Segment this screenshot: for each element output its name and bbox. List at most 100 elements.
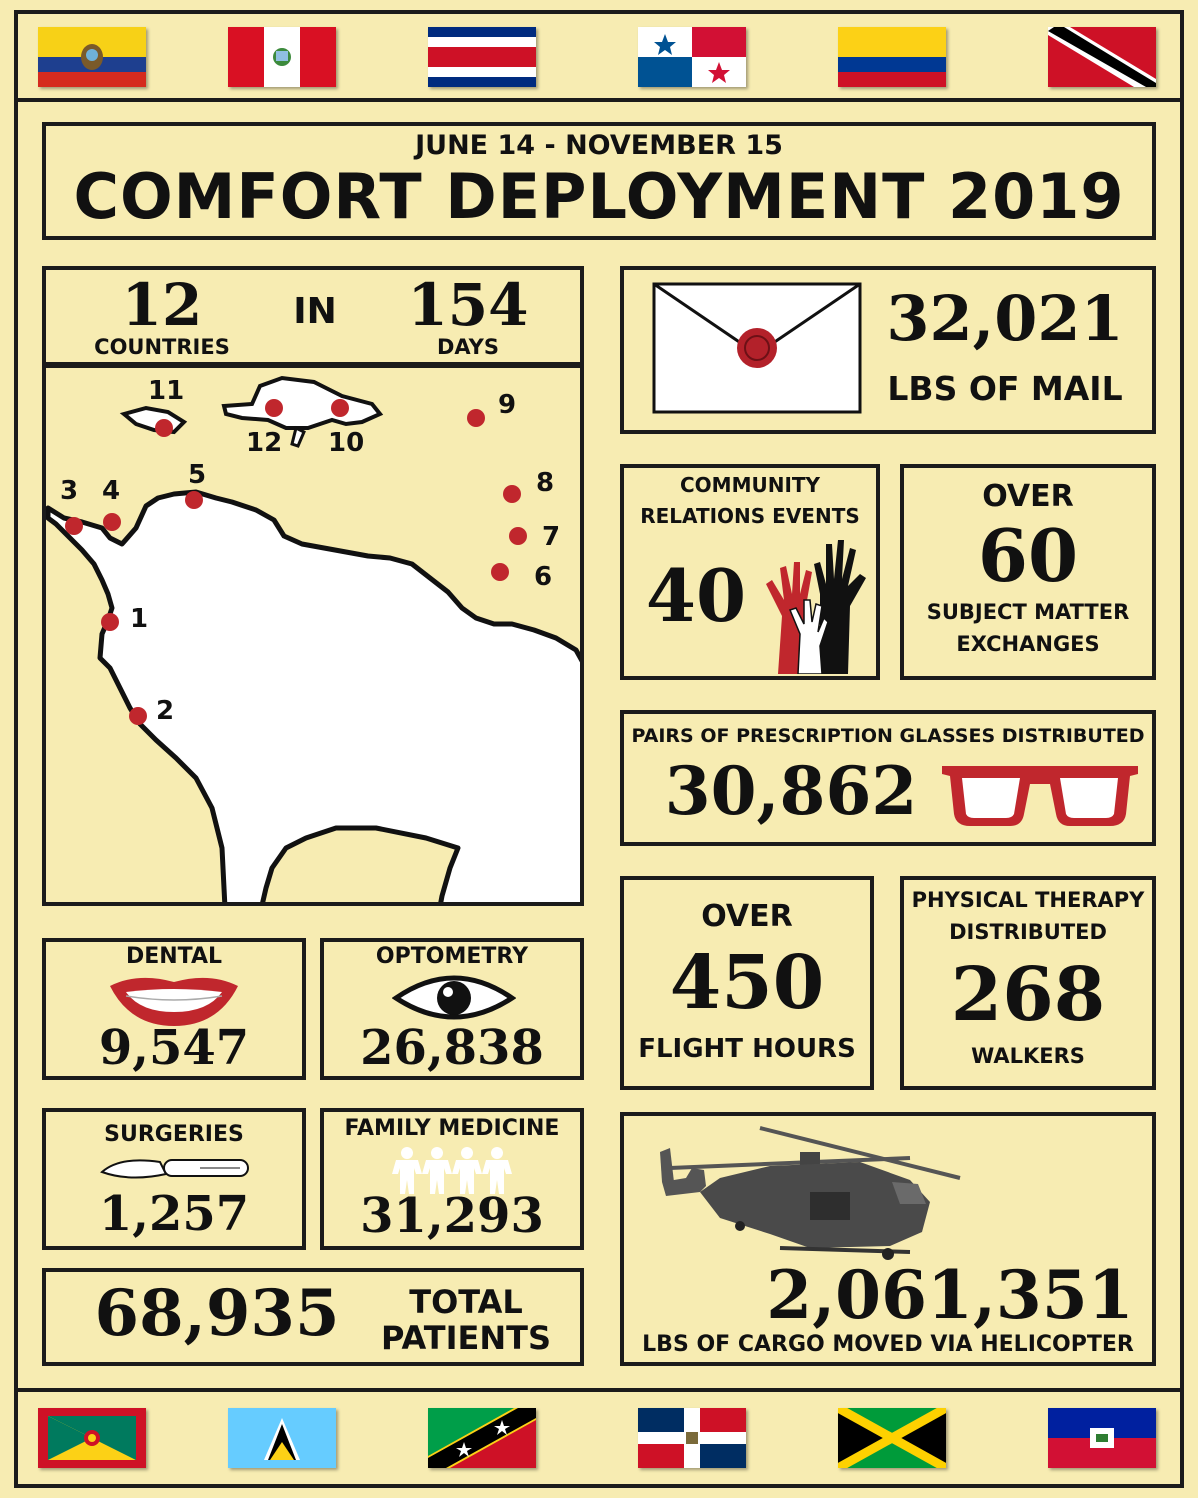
stop-label-5: 5 bbox=[188, 460, 207, 490]
mail-label: LBS OF MAIL bbox=[887, 369, 1123, 408]
stop-marker-10 bbox=[331, 399, 349, 417]
stop-marker-3 bbox=[65, 517, 83, 535]
dental-box bbox=[42, 938, 306, 1080]
stop-label-6: 6 bbox=[534, 562, 553, 592]
community-label-line2: RELATIONS EVENTS bbox=[640, 504, 860, 528]
dental-value: 9,547 bbox=[98, 1020, 250, 1076]
surgeries-box bbox=[42, 1108, 306, 1250]
cargo-value: 2,061,351 bbox=[766, 1256, 1134, 1334]
colombia-flag bbox=[838, 27, 946, 87]
stop-marker-9 bbox=[467, 409, 485, 427]
stop-marker-2 bbox=[129, 707, 147, 725]
stop-marker-4 bbox=[103, 513, 121, 531]
paper-people-icon bbox=[392, 1147, 512, 1194]
mail-box bbox=[620, 266, 1156, 434]
therapy-label-line1: PHYSICAL THERAPY bbox=[911, 888, 1145, 912]
envelope-icon bbox=[652, 282, 862, 414]
route-map bbox=[46, 375, 580, 902]
stop-label-10: 10 bbox=[328, 428, 365, 458]
top-divider bbox=[14, 98, 1184, 102]
stop-marker-8 bbox=[503, 485, 521, 503]
stop-marker-11 bbox=[155, 419, 173, 437]
ecuador-flag bbox=[38, 27, 146, 87]
stop-marker-5 bbox=[185, 491, 203, 509]
stop-label-3: 3 bbox=[60, 476, 79, 506]
hispaniola-shape bbox=[221, 375, 384, 430]
title-box bbox=[42, 122, 1156, 240]
countries-label: COUNTRIES bbox=[94, 335, 230, 359]
bottom-divider bbox=[14, 1388, 1184, 1392]
eye-icon bbox=[392, 975, 516, 1020]
glasses-icon bbox=[942, 766, 1138, 826]
smile-icon bbox=[110, 977, 238, 1026]
grenada-flag bbox=[38, 1408, 146, 1468]
community-box bbox=[620, 464, 880, 680]
flight-value: 450 bbox=[669, 940, 825, 1026]
costa-rica-flag bbox=[428, 27, 536, 87]
jamaica-shape bbox=[119, 405, 188, 435]
therapy-walkers-label: WALKERS bbox=[971, 1044, 1085, 1068]
patients-box bbox=[42, 1268, 584, 1366]
haiti-flag bbox=[1048, 1408, 1156, 1468]
page-title: COMFORT DEPLOYMENT 2019 bbox=[73, 160, 1125, 233]
saint-kitts-and-nevis-flag bbox=[428, 1408, 536, 1468]
optometry-value: 26,838 bbox=[360, 1020, 544, 1076]
dominican-republic-flag bbox=[638, 1408, 746, 1468]
glasses-value: 30,862 bbox=[664, 752, 918, 830]
stop-marker-6 bbox=[491, 563, 509, 581]
patients-label-line1: TOTAL bbox=[409, 1283, 523, 1321]
stop-label-11: 11 bbox=[148, 376, 185, 406]
sme-label-line1: SUBJECT MATTER bbox=[926, 600, 1130, 624]
stop-label-1: 1 bbox=[130, 604, 149, 634]
countries-value: 12 bbox=[121, 271, 203, 339]
sme-value: 60 bbox=[977, 513, 1079, 598]
patients-value: 68,935 bbox=[94, 1276, 340, 1351]
family-box bbox=[320, 1108, 584, 1250]
stop-marker-12 bbox=[265, 399, 283, 417]
flight-prefix: OVER bbox=[701, 899, 793, 934]
trinidad-and-tobago-flag bbox=[1048, 27, 1156, 87]
stop-label-9: 9 bbox=[498, 390, 517, 420]
stop-label-4: 4 bbox=[102, 476, 121, 506]
optometry-box bbox=[320, 938, 584, 1080]
stop-label-7: 7 bbox=[542, 522, 561, 552]
therapy-value: 268 bbox=[950, 952, 1106, 1038]
family-value: 31,293 bbox=[360, 1188, 544, 1244]
stop-label-8: 8 bbox=[536, 468, 555, 498]
therapy-label-line2: DISTRIBUTED bbox=[949, 920, 1107, 944]
saint-lucia-flag bbox=[228, 1408, 336, 1468]
peru-flag bbox=[228, 27, 336, 87]
scalpel-icon bbox=[100, 1159, 249, 1179]
map-box: 1 2 3 4 5 6 7 8 9 10 11 12 bbox=[42, 364, 584, 906]
community-value: 40 bbox=[645, 553, 747, 638]
stop-marker-7 bbox=[509, 527, 527, 545]
jamaica-flag bbox=[838, 1408, 946, 1468]
days-label: DAYS bbox=[436, 335, 499, 359]
sme-prefix: OVER bbox=[982, 479, 1074, 514]
sme-box bbox=[900, 464, 1156, 680]
therapy-box bbox=[900, 876, 1156, 1090]
stop-label-2: 2 bbox=[156, 696, 175, 726]
optometry-label: OPTOMETRY bbox=[375, 944, 529, 969]
south-america-shape bbox=[46, 489, 580, 902]
stop-label-12: 12 bbox=[246, 428, 283, 458]
surgeries-value: 1,257 bbox=[98, 1186, 250, 1242]
connector-text: IN bbox=[293, 291, 337, 332]
mail-value: 32,021 bbox=[886, 282, 1124, 355]
cargo-label: LBS OF CARGO MOVED VIA HELICOPTER bbox=[642, 1332, 1134, 1357]
sme-label-line2: EXCHANGES bbox=[956, 632, 1100, 656]
patients-label-line2: PATIENTS bbox=[380, 1319, 552, 1357]
glasses-label: PAIRS OF PRESCRIPTION GLASSES DISTRIBUTE… bbox=[631, 725, 1145, 747]
days-value: 154 bbox=[407, 271, 529, 339]
hispaniola-tail bbox=[290, 425, 306, 448]
cargo-box bbox=[620, 1112, 1156, 1366]
glasses-box bbox=[620, 710, 1156, 846]
date-range: JUNE 14 - NOVEMBER 15 bbox=[415, 130, 783, 161]
flight-box bbox=[620, 876, 874, 1090]
raised-hands-icon bbox=[766, 540, 866, 674]
poster-frame bbox=[14, 10, 1184, 1488]
panama-flag bbox=[638, 27, 746, 87]
stop-marker-1 bbox=[101, 613, 119, 631]
flight-label: FLIGHT HOURS bbox=[638, 1034, 856, 1064]
family-label: FAMILY MEDICINE bbox=[344, 1116, 560, 1141]
